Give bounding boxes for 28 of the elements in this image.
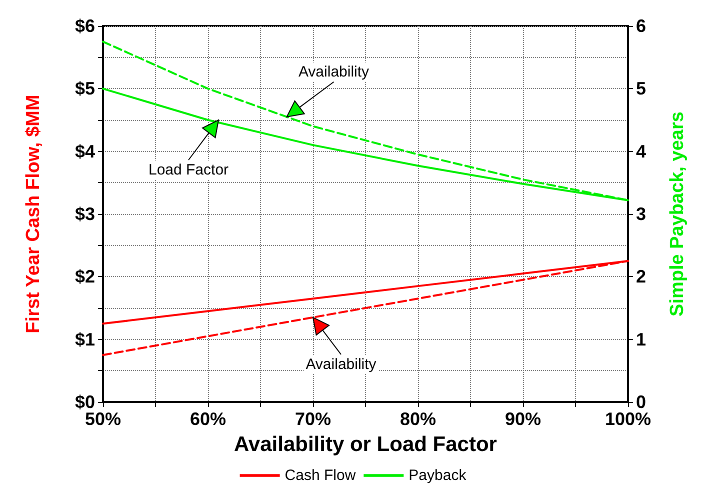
y-axis-title: First Year Cash Flow, $MM bbox=[23, 94, 44, 334]
x-tick-label: 70% bbox=[294, 409, 332, 429]
annotation: Availability bbox=[306, 356, 377, 373]
x-tick-label: 90% bbox=[504, 409, 542, 429]
legend-label: Payback bbox=[408, 467, 467, 484]
y-tick-label: $5 bbox=[74, 78, 95, 99]
y-tick-label: $0 bbox=[74, 392, 95, 412]
y2-tick-label: 0 bbox=[636, 392, 646, 412]
annotation: Availability bbox=[298, 63, 370, 80]
x-axis-title: Availability or Load Factor bbox=[234, 433, 497, 456]
x-tick-label: 60% bbox=[190, 409, 226, 429]
y2-tick-label: 6 bbox=[636, 16, 646, 36]
annotation: Load Factor bbox=[148, 162, 229, 178]
y2-tick-label: 2 bbox=[636, 266, 646, 287]
y2-axis-title: Simple Payback, years bbox=[667, 112, 688, 316]
y2-tick-label: 5 bbox=[636, 78, 646, 99]
x-tick-label: 50% bbox=[84, 409, 122, 429]
y-tick-label: $3 bbox=[74, 204, 95, 224]
y-tick-label: $1 bbox=[74, 329, 95, 350]
y2-tick-label: 4 bbox=[636, 141, 646, 162]
y2-tick-label: 3 bbox=[636, 204, 646, 224]
legend-label: Cash Flow bbox=[284, 467, 356, 484]
y-tick-label: $2 bbox=[74, 266, 95, 287]
x-tick-label: 100% bbox=[604, 409, 652, 429]
x-tick-label: 80% bbox=[400, 409, 436, 429]
y2-tick-label: 1 bbox=[636, 329, 646, 350]
y-tick-label: $4 bbox=[74, 141, 95, 162]
y-tick-label: $6 bbox=[74, 16, 95, 36]
